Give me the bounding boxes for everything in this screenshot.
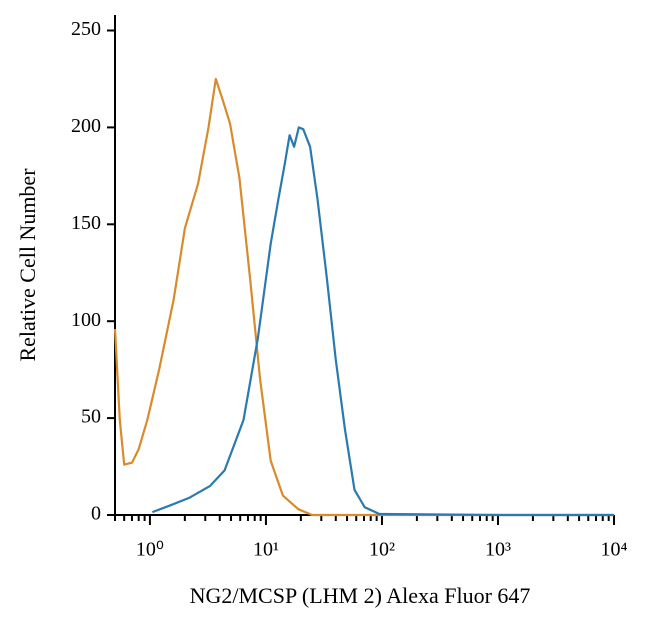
y-tick-label: 50 xyxy=(81,406,101,428)
histogram-line xyxy=(152,126,614,517)
histogram-line xyxy=(113,77,614,517)
x-tick-label: 10¹ xyxy=(253,539,279,561)
y-axis-label: Relative Cell Number xyxy=(15,168,40,362)
y-tick-label: 0 xyxy=(91,503,101,525)
x-tick-label: 10³ xyxy=(485,539,511,561)
x-tick-label: 10⁰ xyxy=(136,539,164,561)
x-tick-label: 10⁴ xyxy=(601,539,628,561)
y-tick-label: 250 xyxy=(71,18,101,40)
x-tick-label: 10² xyxy=(369,539,395,561)
x-axis-label: NG2/MCSP (LHM 2) Alexa Fluor 647 xyxy=(190,583,531,608)
y-tick-label: 100 xyxy=(71,309,101,331)
y-tick-label: 200 xyxy=(71,115,101,137)
y-tick-label: 150 xyxy=(71,212,101,234)
